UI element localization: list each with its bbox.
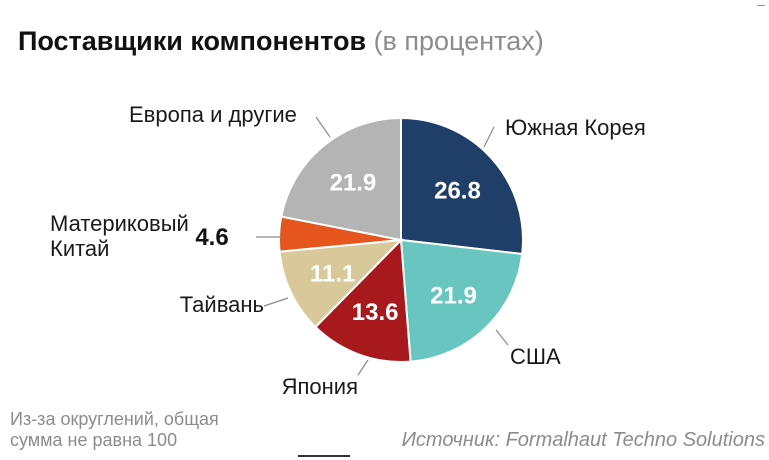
footnote-line-2: сумма не равна 100: [10, 430, 178, 450]
source-credit: Источник: Formalhaut Techno Solutions: [401, 429, 765, 451]
pie-slice-2: [399, 238, 524, 363]
slice-5-value-label: 4.6: [195, 224, 228, 251]
pie-slice-4: [278, 238, 404, 329]
pie-slice-6: [280, 116, 402, 242]
footnote-line-1: Из-за округлений, общая: [10, 409, 219, 429]
slice-2-leader-line: [495, 329, 509, 346]
slice-1-value-label: 26.8: [434, 178, 481, 205]
chart-title: Поставщики компонентов (в процентах): [18, 26, 544, 57]
slice-4-category-label: Тайвань: [180, 292, 264, 317]
slice-1-leader-line: [483, 126, 495, 148]
slice-3-leader-line: [357, 359, 369, 376]
slice-5-category-label: Материковый Китай: [50, 211, 189, 261]
slice-3-category-label: Япония: [282, 374, 358, 399]
value-labels: 26.8 21.9 13.6 11.1 4.6 21.9: [195, 170, 481, 326]
slice-2-value-label: 21.9: [430, 282, 477, 309]
pie-slice-3: [314, 237, 412, 363]
slice-6-leader-line: [315, 116, 331, 138]
slice-3-value-label: 13.6: [352, 299, 399, 326]
pie-slice-1: [400, 116, 524, 256]
category-labels: Южная Корея США Япония Тайвань Материковый Ки…: [50, 102, 646, 399]
leader-lines: [256, 116, 509, 376]
chart-title-sub: (в процентах): [373, 26, 544, 56]
slice-2-category-label: США: [510, 344, 561, 369]
slice-6-value-label: 21.9: [330, 170, 377, 197]
slice-1-category-label: Южная Корея: [505, 115, 646, 140]
slice-6-category-label: Европа и другие: [129, 102, 297, 127]
slice-4-value-label: 11.1: [310, 261, 355, 288]
corner-mark: –: [757, 0, 765, 12]
slice-4-leader-line: [263, 297, 289, 307]
footnote: Из-за округлений, общая сумма не равна 1…: [10, 409, 219, 451]
pie-slices: [278, 116, 524, 363]
chart-title-main: Поставщики компонентов: [18, 26, 367, 56]
bottom-rule: [298, 455, 350, 457]
